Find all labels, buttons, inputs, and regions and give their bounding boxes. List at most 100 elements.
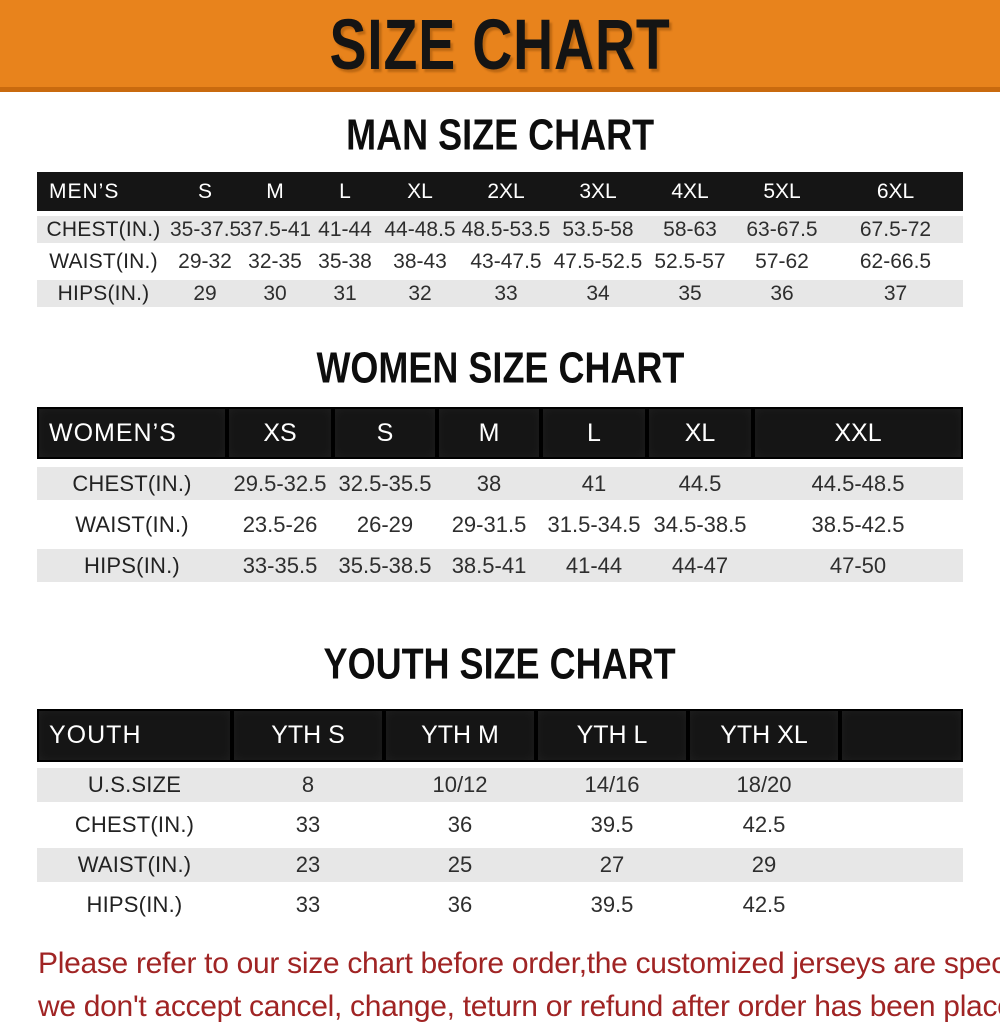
cell: 35.5-38.5 [333,549,437,582]
cell: 36 [384,888,536,922]
cell: 30 [240,280,310,307]
cell: 29-32 [170,248,240,275]
cell: 53.5-58 [552,216,644,243]
cell: 41-44 [310,216,380,243]
cell: 42.5 [688,888,840,922]
cell: 52.5-57 [644,248,736,275]
cell: 33 [232,808,384,842]
row-label: WAIST(IN.) [37,848,232,882]
cell: 44-48.5 [380,216,460,243]
cell: 33 [460,280,552,307]
cell: 41 [541,467,647,500]
men-size-header-xl: XL [380,172,460,211]
youth-chest-row: CHEST(IN.) 33 36 39.5 42.5 [37,808,963,842]
cell: 41-44 [541,549,647,582]
order-notice-line1: Please refer to our size chart before or… [38,947,1000,980]
cell: 27 [536,848,688,882]
cell: 36 [736,280,828,307]
cell: 62-66.5 [828,248,963,275]
row-label: HIPS(IN.) [37,549,227,582]
cell: 38-43 [380,248,460,275]
spacer-cell [840,768,963,802]
cell: 29 [170,280,240,307]
row-label: HIPS(IN.) [37,280,170,307]
cell: 63-67.5 [736,216,828,243]
women-size-header-xl: XL [647,407,753,459]
cell: 8 [232,768,384,802]
cell: 29-31.5 [437,508,541,541]
cell: 39.5 [536,808,688,842]
women-size-header-xxl: XXL [753,407,963,459]
spacer-cell [840,888,963,922]
spacer-cell [840,848,963,882]
youth-size-header-m: YTH M [384,709,536,762]
cell: 44.5-48.5 [753,467,963,500]
women-size-header-s: S [333,407,437,459]
row-label: WAIST(IN.) [37,248,170,275]
spacer-cell [840,808,963,842]
cell: 58-63 [644,216,736,243]
cell: 32 [380,280,460,307]
youth-size-header-l: YTH L [536,709,688,762]
cell: 39.5 [536,888,688,922]
men-size-table: MEN’S S M L XL 2XL 3XL 4XL 5XL 6XL CHEST… [37,167,963,312]
men-table-label: MEN’S [37,172,170,211]
youth-hips-row: HIPS(IN.) 33 36 39.5 42.5 [37,888,963,922]
youth-table-header-row: YOUTH YTH S YTH M YTH L YTH XL [37,709,963,762]
cell: 35-38 [310,248,380,275]
cell: 44.5 [647,467,753,500]
women-size-header-l: L [541,407,647,459]
women-size-table: WOMEN’S XS S M L XL XXL CHEST(IN.) 29.5-… [37,399,963,590]
cell: 23 [232,848,384,882]
men-section-title: MAN SIZE CHART [0,110,1000,160]
youth-ussize-row: U.S.SIZE 8 10/12 14/16 18/20 [37,768,963,802]
cell: 47-50 [753,549,963,582]
men-size-header-m: M [240,172,310,211]
cell: 42.5 [688,808,840,842]
cell: 37.5-41 [240,216,310,243]
cell: 47.5-52.5 [552,248,644,275]
cell: 23.5-26 [227,508,333,541]
cell: 29 [688,848,840,882]
women-hips-row: HIPS(IN.) 33-35.5 35.5-38.5 38.5-41 41-4… [37,549,963,582]
cell: 32.5-35.5 [333,467,437,500]
cell: 32-35 [240,248,310,275]
men-hips-row: HIPS(IN.) 29 30 31 32 33 34 35 36 37 [37,280,963,307]
cell: 57-62 [736,248,828,275]
youth-size-header-xl: YTH XL [688,709,840,762]
cell: 38.5-42.5 [753,508,963,541]
men-size-header-4xl: 4XL [644,172,736,211]
men-waist-row: WAIST(IN.) 29-32 32-35 35-38 38-43 43-47… [37,248,963,275]
youth-waist-row: WAIST(IN.) 23 25 27 29 [37,848,963,882]
cell: 31.5-34.5 [541,508,647,541]
cell: 35-37.5 [170,216,240,243]
cell: 36 [384,808,536,842]
women-table-label: WOMEN’S [37,407,227,459]
men-chest-row: CHEST(IN.) 35-37.5 37.5-41 41-44 44-48.5… [37,216,963,243]
row-label: U.S.SIZE [37,768,232,802]
cell: 43-47.5 [460,248,552,275]
cell: 35 [644,280,736,307]
men-size-header-3xl: 3XL [552,172,644,211]
men-table-header-row: MEN’S S M L XL 2XL 3XL 4XL 5XL 6XL [37,172,963,211]
women-table-header-row: WOMEN’S XS S M L XL XXL [37,407,963,459]
cell: 44-47 [647,549,753,582]
cell: 34.5-38.5 [647,508,753,541]
men-section-title-text: MAN SIZE CHART [346,110,654,160]
youth-size-table: YOUTH YTH S YTH M YTH L YTH XL U.S.SIZE … [37,703,963,928]
men-size-header-2xl: 2XL [460,172,552,211]
cell: 31 [310,280,380,307]
order-notice-line2: we don't accept cancel, change, teturn o… [38,989,1000,1023]
size-chart-banner: SIZE CHART [0,0,1000,92]
cell: 33 [232,888,384,922]
men-size-header-5xl: 5XL [736,172,828,211]
row-label: CHEST(IN.) [37,808,232,842]
women-section-title: WOMEN SIZE CHART [0,344,1000,392]
women-waist-row: WAIST(IN.) 23.5-26 26-29 29-31.5 31.5-34… [37,508,963,541]
cell: 48.5-53.5 [460,216,552,243]
cell: 29.5-32.5 [227,467,333,500]
cell: 38 [437,467,541,500]
men-size-header-s: S [170,172,240,211]
youth-table-label: YOUTH [37,709,232,762]
cell: 25 [384,848,536,882]
